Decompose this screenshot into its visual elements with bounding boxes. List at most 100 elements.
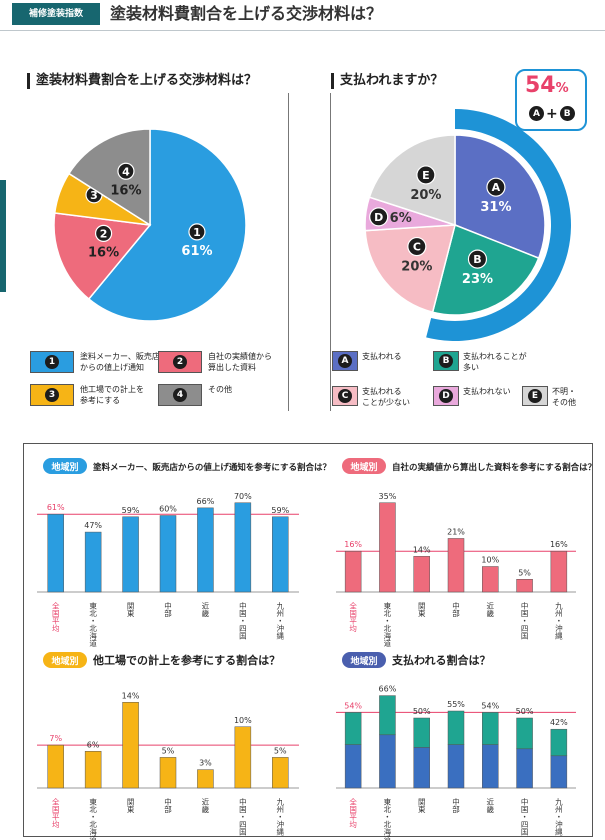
bar1-bar-0 bbox=[344, 550, 362, 593]
callout-unit: % bbox=[555, 81, 569, 96]
bar3-value-label-2: 50% bbox=[413, 707, 431, 716]
bar0-value-label-3: 60% bbox=[159, 505, 177, 514]
bar3-B-5 bbox=[516, 717, 533, 750]
pie2-legend-item-D: D 支払われない bbox=[433, 386, 511, 406]
bar2-value-label-0: 7% bbox=[49, 734, 62, 743]
pie1-legend-text-2: 自社の実績値から bbox=[208, 352, 272, 361]
pie2-highlight-ring bbox=[426, 109, 571, 341]
pie2-slice-badge-C: C bbox=[413, 241, 421, 254]
pie1-legend-text2-1: からの値上げ通知 bbox=[80, 363, 144, 372]
bar1-bar-6 bbox=[550, 550, 568, 593]
pie2-legend-item-C: C 支払われることが少ない bbox=[332, 386, 410, 408]
bar2-bar-4 bbox=[197, 769, 214, 789]
bar3-value-label-3: 55% bbox=[447, 700, 465, 709]
bar0-value-label-1: 47% bbox=[84, 521, 102, 530]
pie1-divider bbox=[288, 93, 289, 411]
pie2-slice-badge-A-circle bbox=[486, 177, 506, 197]
pie2-legend-text-A: 支払われる bbox=[362, 352, 402, 361]
bar3-A-5 bbox=[516, 748, 533, 789]
bar2-bar-0 bbox=[47, 744, 64, 789]
pie2-legend-item-B: B 支払われることが 多い bbox=[433, 351, 527, 373]
pie2-legend-text2-E: その他 bbox=[552, 398, 576, 407]
pie2-divider bbox=[330, 93, 331, 411]
bar0-category-1: 東北・北海道 bbox=[88, 601, 97, 649]
pie1-legend-badge-1: 1 bbox=[45, 355, 59, 369]
pie2-slice-badge-E: E bbox=[422, 169, 430, 182]
pie1-slice-badge-2: 2 bbox=[100, 227, 108, 240]
bar2-bar-5 bbox=[234, 726, 252, 789]
bar3-A-4 bbox=[482, 744, 499, 789]
regional-charts-box bbox=[23, 443, 593, 837]
bar2-category-5: 中国・四国 bbox=[238, 797, 247, 837]
pie1-legend-item-1: 1 塗料メーカー、販売店 からの値上げ通知 bbox=[30, 351, 160, 373]
bar2-value-label-4: 3% bbox=[199, 759, 212, 768]
pie2-legend-badge-E: E bbox=[528, 389, 542, 403]
bar0-category-0: 全国平均 bbox=[51, 601, 60, 634]
pie2-legend-text-C: 支払われる bbox=[362, 387, 402, 396]
bar3-B-3 bbox=[447, 710, 465, 745]
pie2-callout: 54% A + B bbox=[515, 69, 587, 131]
pie2-legend-text2-C: ことが少ない bbox=[362, 398, 410, 407]
bar3-A-1 bbox=[379, 734, 396, 789]
callout-plus: + bbox=[546, 105, 558, 122]
bar2-bar-6 bbox=[272, 757, 289, 789]
bar0-category-5: 中国・四国 bbox=[238, 601, 247, 641]
bar1-value-label-0: 16% bbox=[344, 540, 362, 549]
bar0-value-label-0: 61% bbox=[47, 503, 65, 512]
bar0-bar-5 bbox=[234, 502, 252, 593]
bar3-B-4 bbox=[482, 712, 499, 745]
pie2-slice-badge-B: B bbox=[473, 253, 481, 266]
bar0-value-label-4: 66% bbox=[197, 497, 215, 506]
bar2-value-label-5: 10% bbox=[234, 716, 252, 725]
pie1-title: 塗装材料費割合を上げる交渉材料は？ bbox=[27, 73, 257, 89]
sidebar-accent bbox=[0, 180, 6, 292]
bar3-category-5: 中国・四国 bbox=[520, 797, 529, 837]
pie2-slice-label-C: 20% bbox=[401, 260, 432, 275]
pie1-legend-item-4: 4 その他 bbox=[158, 384, 232, 406]
pie2-legend-swatch-E: E bbox=[522, 386, 548, 406]
bar2-category-6: 九州・沖縄 bbox=[276, 798, 285, 836]
pie2-slice-label-A: 31% bbox=[480, 200, 511, 215]
bar1-category-0: 全国平均 bbox=[348, 601, 357, 634]
pie2-legend-swatch-B: B bbox=[433, 351, 459, 371]
bar1-value-label-2: 14% bbox=[413, 545, 431, 554]
pie1-legend-text2-3: 参考にする bbox=[80, 396, 121, 405]
bar3-value-label-6: 42% bbox=[550, 718, 568, 727]
bar3-A-3 bbox=[447, 744, 465, 789]
page-header: 補修塗装指数 塗装材料費割合を上げる交渉材料は？ bbox=[0, 0, 605, 31]
bar0-category-6: 九州・沖縄 bbox=[276, 602, 285, 640]
bar2-bar-2 bbox=[122, 702, 139, 789]
bar3-category-6: 九州・沖縄 bbox=[554, 798, 563, 836]
bar3-value-label-4: 54% bbox=[481, 701, 499, 710]
pie2-slice-badge-E-circle bbox=[416, 165, 436, 185]
bar3-A-0 bbox=[344, 744, 362, 789]
pie1-legend-swatch-2: 2 bbox=[158, 351, 202, 373]
bar1-bar-5 bbox=[516, 579, 533, 593]
bar1-value-label-3: 21% bbox=[447, 527, 465, 536]
bar1-category-3: 中部 bbox=[451, 601, 460, 619]
pie1-slice-4 bbox=[67, 128, 151, 227]
bar3-B-2 bbox=[413, 717, 430, 748]
bar0-bar-4 bbox=[197, 507, 214, 593]
pie1-slice-label-1: 61% bbox=[181, 244, 212, 259]
bar0-bar-3 bbox=[159, 515, 177, 593]
bar1-category-1: 東北・北海道 bbox=[383, 601, 392, 649]
bar2-category-0: 全国平均 bbox=[51, 797, 60, 830]
pie1-legend-text2-2: 算出した資料 bbox=[208, 363, 256, 372]
bar1-bar-1 bbox=[379, 502, 396, 593]
pie2-legend-text-E: 不明・ bbox=[552, 387, 576, 396]
pie1-slice-badge-4-circle bbox=[117, 162, 135, 180]
bar2-category-4: 近畿 bbox=[201, 797, 210, 815]
page-title: 塗装材料費割合を上げる交渉材料は？ bbox=[110, 4, 383, 23]
bar3-B-0 bbox=[344, 712, 362, 745]
pie2-slice-badge-A: A bbox=[492, 181, 501, 194]
bar2-bar-3 bbox=[159, 757, 177, 789]
bar0-tag: 地域別 bbox=[51, 461, 78, 473]
bar3-A-2 bbox=[413, 747, 430, 789]
pie2-legend-badge-C: C bbox=[338, 389, 352, 403]
bar2-tag-pill bbox=[43, 652, 87, 668]
bar3-value-label-1: 66% bbox=[379, 685, 397, 694]
pie2-legend-item-E: E 不明・その他 bbox=[522, 386, 576, 408]
pie1-legend-text-1: 塗料メーカー、販売店 bbox=[80, 352, 160, 361]
pie1-slice-2 bbox=[53, 212, 152, 301]
